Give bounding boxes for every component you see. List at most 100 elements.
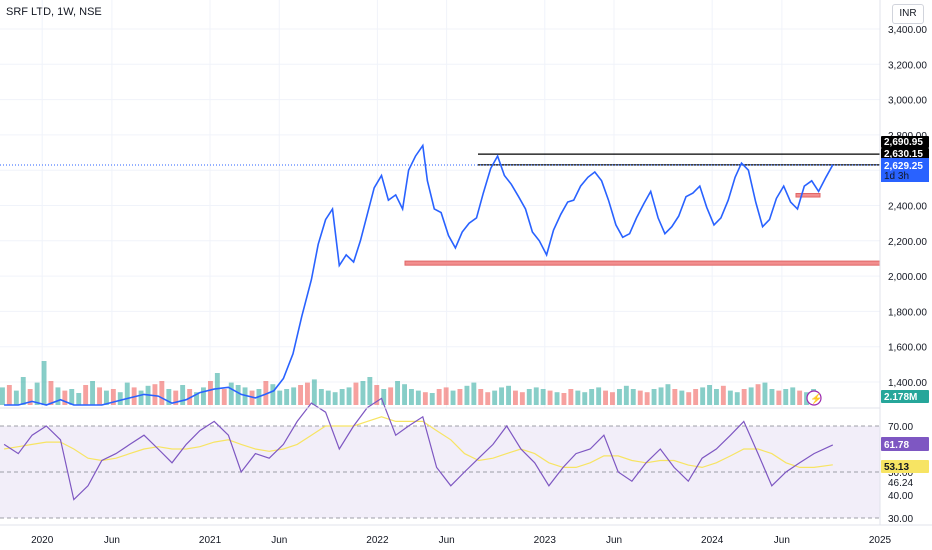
volume-bar — [727, 390, 733, 405]
volume-bar — [422, 392, 428, 405]
volume-bar — [346, 387, 352, 405]
volume-bar — [152, 384, 158, 405]
volume-bar — [630, 389, 636, 405]
volume-bar — [402, 384, 407, 405]
volume-bar — [623, 385, 629, 405]
time-axis-label: 2022 — [366, 535, 389, 546]
time-axis-label: 2024 — [701, 535, 724, 546]
volume-bar — [173, 390, 179, 405]
volume-bar — [575, 390, 581, 405]
volume-bar — [776, 390, 782, 405]
rsi-line — [3, 397, 834, 501]
price-axis-label: 1,800.00 — [888, 307, 927, 318]
currency-selector[interactable]: INR — [892, 4, 924, 24]
volume-bar — [97, 387, 102, 405]
volume-bar — [526, 389, 532, 405]
volume-bar — [374, 385, 380, 405]
volume-bar — [603, 390, 608, 405]
volume-bar — [617, 389, 622, 405]
volume-bar — [0, 387, 5, 405]
time-axis-label: Jun — [271, 535, 287, 546]
volume-bar — [596, 387, 602, 405]
volume-bar — [117, 392, 123, 405]
time-axis-label: 2023 — [534, 535, 557, 546]
volume-bar — [242, 387, 248, 405]
volume-bar — [644, 392, 650, 405]
volume-bar — [360, 381, 366, 405]
volume-bar — [755, 384, 761, 405]
volume-bar — [443, 387, 449, 405]
volume-bar — [104, 390, 109, 405]
volume-bar — [790, 387, 796, 405]
volume-bar — [513, 390, 518, 405]
bolt-icon: ⚡ — [810, 392, 822, 405]
resistance-low-tag-bg — [881, 148, 929, 160]
volume-bar — [707, 385, 712, 405]
alert-icon — [806, 390, 822, 406]
volume-bar — [769, 389, 775, 405]
volume-bar — [672, 389, 678, 405]
support-zone — [404, 260, 881, 266]
volume-bar — [637, 390, 643, 405]
price-series — [4, 143, 834, 406]
volume-bar — [415, 390, 421, 405]
volume-bar — [305, 382, 310, 405]
price-axis-label: 1,600.00 — [888, 343, 927, 354]
volume-bar — [27, 389, 33, 405]
volume-bar — [263, 381, 269, 405]
resistance-high-tag-bg — [881, 136, 929, 148]
resistance-levels — [0, 153, 880, 166]
volume-bar — [159, 381, 165, 405]
rsi-ma-tag: 53.13 — [884, 462, 909, 473]
price-axis-label: 2,200.00 — [888, 237, 927, 248]
volume-bar — [187, 389, 193, 405]
volume-tag: 2.178M — [884, 392, 917, 403]
volume-bar — [311, 379, 317, 405]
volume-bar — [284, 389, 290, 405]
volume-bar — [700, 387, 706, 405]
volume-bar — [589, 389, 595, 405]
volume-bar — [714, 389, 719, 405]
volume-bar — [485, 392, 491, 405]
volume-bar — [533, 387, 539, 405]
volume-bar — [409, 389, 414, 405]
time-axis-label: Jun — [606, 535, 622, 546]
resistance-high-tag: 2,690.95 — [884, 137, 923, 148]
volume-bar — [62, 390, 68, 405]
chart-title: SRF LTD, 1W, NSE — [6, 6, 102, 18]
volume-bar — [554, 392, 560, 405]
time-axis-label: 2020 — [31, 535, 54, 546]
volume-bar — [395, 381, 400, 405]
volume-bar — [762, 382, 768, 405]
volume-bar — [492, 390, 498, 405]
volume-bar — [48, 381, 54, 405]
volume-bar — [228, 382, 234, 405]
volume-bar — [436, 389, 442, 405]
volume-bar — [506, 385, 511, 405]
volume-bar — [270, 384, 276, 405]
volume-bar — [519, 392, 525, 405]
volume-bar — [332, 392, 338, 405]
volume-bar — [381, 389, 387, 405]
volume-bar — [83, 385, 89, 405]
time-axis: 2020 Jun 2021 Jun 2022 Jun 2023 Jun 2024 Jun 2025 — [31, 535, 891, 546]
volume-bar — [388, 387, 394, 405]
price-axis-label: 3,400.00 — [888, 25, 927, 36]
volume-bar — [651, 389, 657, 405]
volume-bar — [6, 385, 12, 405]
time-axis-label: 2025 — [869, 535, 892, 546]
volume-bar — [658, 387, 664, 405]
volume-bar — [610, 392, 615, 405]
price-line — [4, 143, 834, 406]
price-axis-label: 2,000.00 — [888, 272, 927, 283]
volume-bar — [235, 385, 241, 405]
zones — [404, 192, 881, 266]
rsi-tag-bg — [881, 437, 929, 451]
volume-bar — [568, 389, 574, 405]
volume-bar — [547, 390, 553, 405]
volume-bar — [353, 382, 359, 405]
volume-bar — [686, 392, 692, 405]
volume-bar — [450, 390, 456, 405]
volume-bar — [318, 389, 324, 405]
